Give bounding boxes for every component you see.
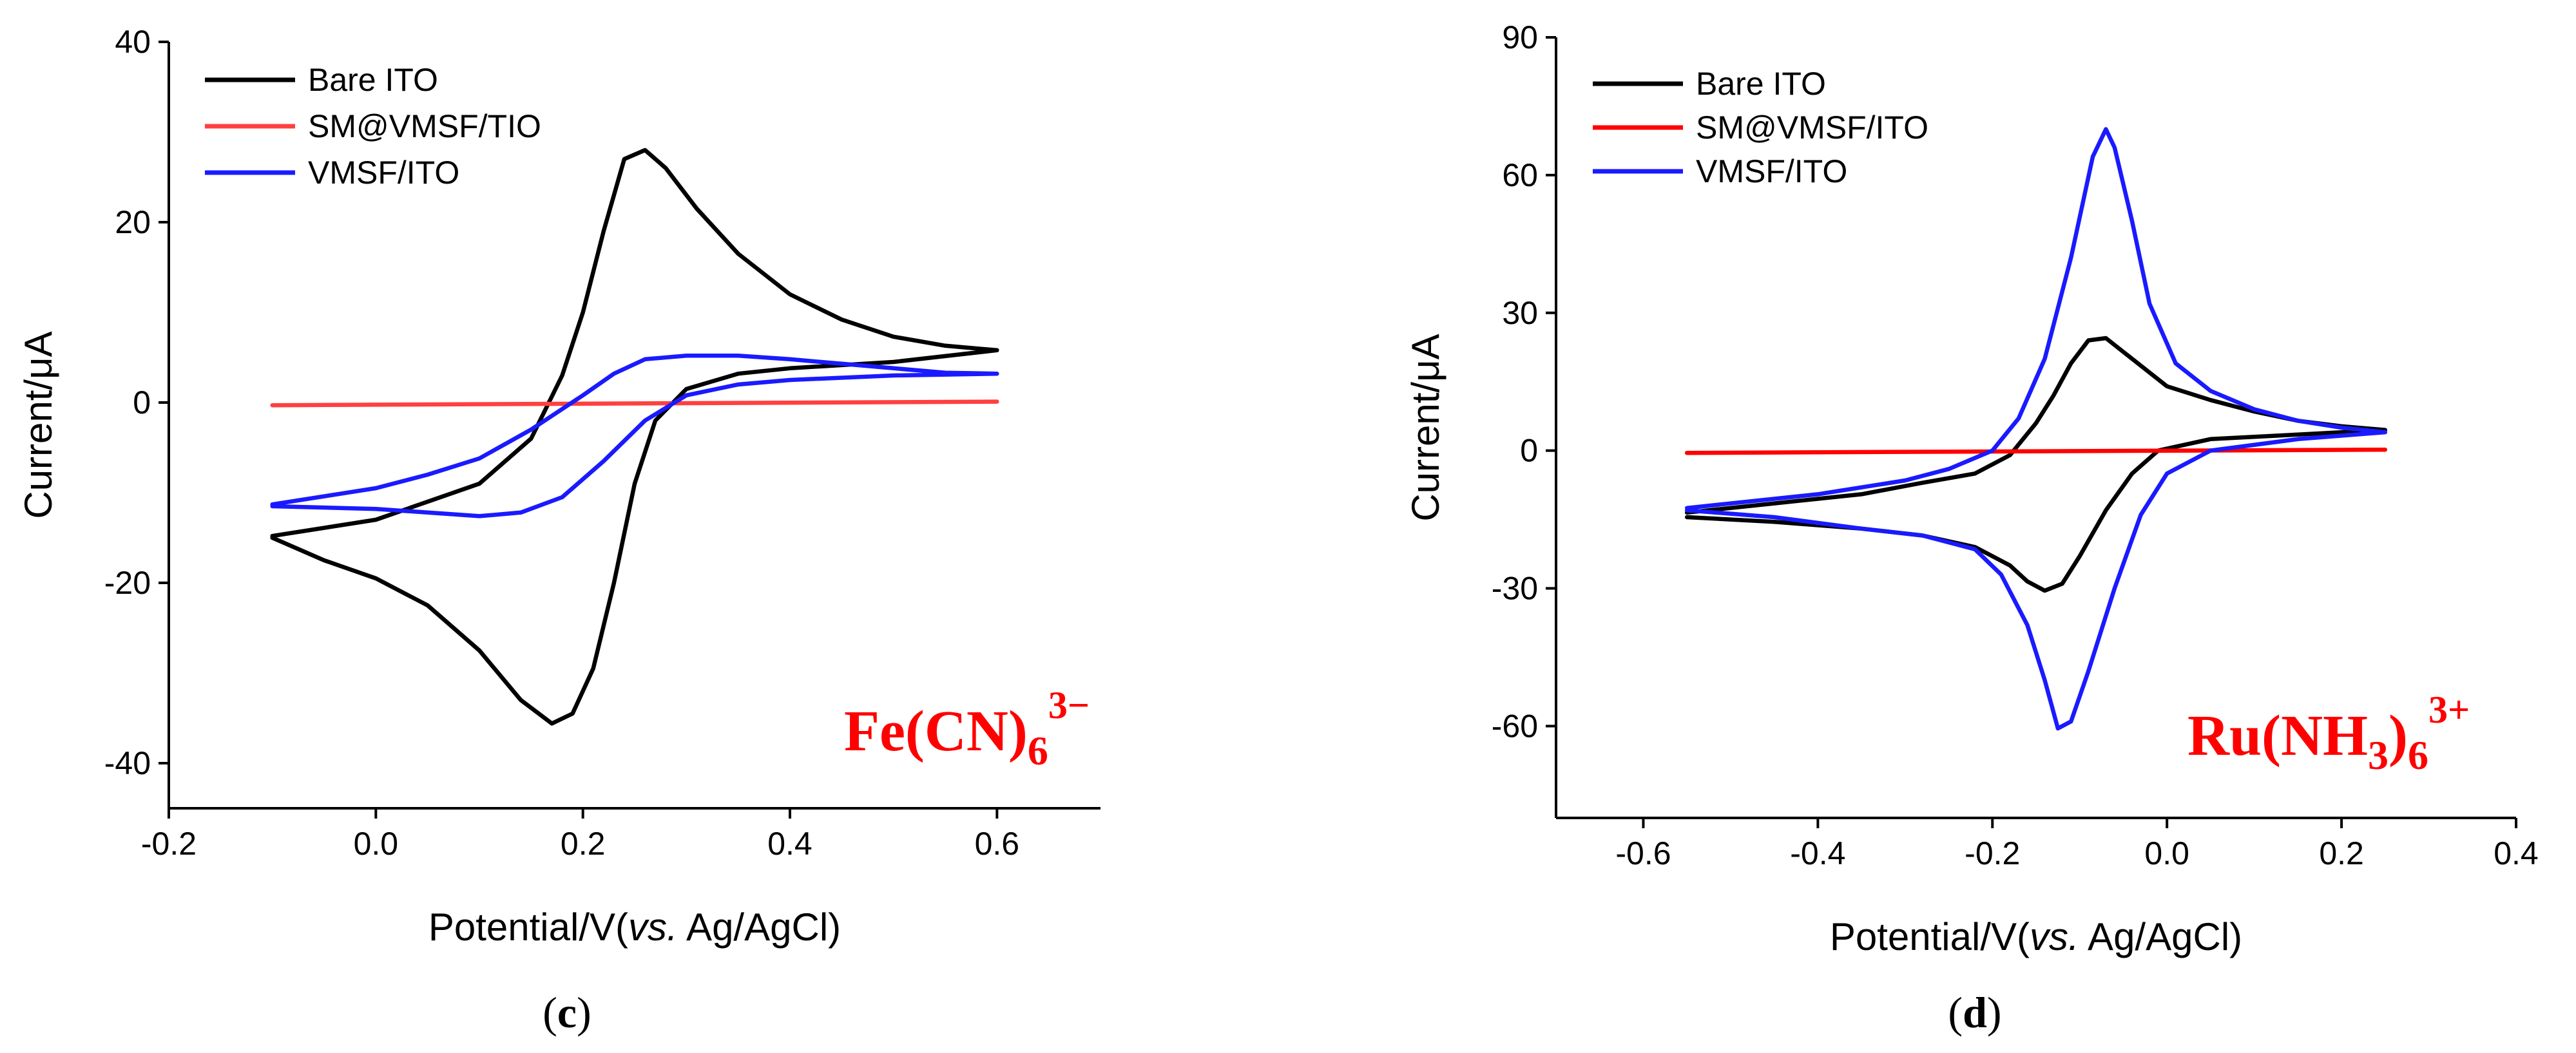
legend-label-2: VMSF/ITO <box>1696 153 1847 189</box>
y-tick-label: -60 <box>1492 708 1538 744</box>
x-tick-label: 0.4 <box>767 826 812 862</box>
x-axis-title: Potential/V(vs. Ag/AgCl) <box>1830 915 2242 958</box>
legend-label-0: Bare ITO <box>308 62 438 98</box>
y-axis-title: Current/μA <box>1404 334 1447 521</box>
y-tick-label: -40 <box>104 745 151 781</box>
legend: Bare ITO SM@VMSF/TIO VMSF/ITO <box>205 62 541 191</box>
x-axis-title: Potential/V(vs. Ag/AgCl) <box>428 906 841 949</box>
series-line-1 <box>1684 447 2388 455</box>
legend-label-1: SM@VMSF/TIO <box>308 108 541 144</box>
chart-panel-1: -0.6 -0.4 -0.2 0.0 0.2 0.4 -60 -30 0 30 60 90 Potent… <box>1404 19 2539 1037</box>
legend-label-1: SM@VMSF/ITO <box>1696 109 1928 146</box>
y-tick-label: 20 <box>115 204 151 240</box>
x-tick-label: 0.2 <box>561 826 606 862</box>
x-tick-label: 0.0 <box>2144 835 2189 871</box>
x-tick-label: 0.4 <box>2494 835 2539 871</box>
x-tick-label: -0.2 <box>141 826 197 862</box>
legend-label-0: Bare ITO <box>1696 66 1826 102</box>
legend: Bare ITO SM@VMSF/ITO VMSF/ITO <box>1593 66 1928 189</box>
legend-label-2: VMSF/ITO <box>308 155 459 191</box>
y-tick-label: 40 <box>115 24 151 60</box>
series-line-2 <box>270 353 999 518</box>
y-tick-label: 0 <box>1520 433 1538 469</box>
y-tick-label: 0 <box>133 384 151 421</box>
y-tick-label: 60 <box>1502 157 1538 193</box>
x-tick-label: 0.6 <box>975 826 1020 862</box>
y-tick-label: -30 <box>1492 571 1538 607</box>
series-line-0 <box>270 147 999 726</box>
chart-panel-0: -0.2 0.0 0.2 0.4 0.6 -40 -20 0 20 40 Potential/V(v… <box>17 24 1101 1037</box>
y-tick-label: -20 <box>104 565 151 601</box>
species-annotation: Ru(NH3)63+ <box>2187 688 2470 778</box>
panel-label: (c) <box>543 988 591 1037</box>
species-annotation: Fe(CN)63− <box>844 684 1090 773</box>
y-axis-title: Current/μA <box>17 331 60 518</box>
x-tick-label: 0.2 <box>2319 835 2364 871</box>
series-line-1 <box>270 399 999 408</box>
series-line-2 <box>1684 127 2388 731</box>
x-tick-label: -0.4 <box>1790 835 1845 871</box>
panel-label: (d) <box>1948 988 2001 1037</box>
y-tick-label: 30 <box>1502 295 1538 331</box>
x-tick-label: 0.0 <box>354 826 399 862</box>
x-tick-label: -0.6 <box>1615 835 1671 871</box>
x-tick-label: -0.2 <box>1965 835 2020 871</box>
y-tick-label: 90 <box>1502 19 1538 55</box>
